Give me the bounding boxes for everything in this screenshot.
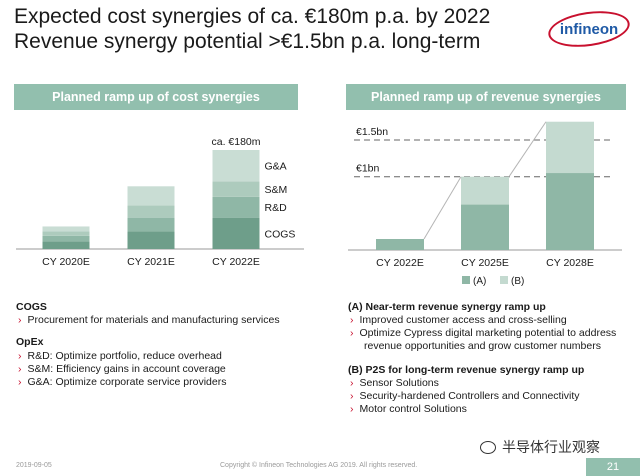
legend-label: (B) bbox=[511, 276, 524, 287]
long-term-title: (B) P2S for long-term revenue synergy ra… bbox=[348, 364, 585, 376]
bullet-arrow-icon: › bbox=[18, 363, 22, 375]
x-tick-label: CY 2022E bbox=[212, 256, 260, 268]
bullet-arrow-icon: › bbox=[18, 350, 22, 362]
bar-segment bbox=[127, 231, 175, 249]
legend-swatch bbox=[500, 276, 508, 284]
segment-label: S&M bbox=[265, 184, 288, 196]
trend-line bbox=[423, 176, 462, 240]
bar-segment bbox=[42, 241, 90, 249]
footer-date: 2019-09-05 bbox=[16, 462, 52, 469]
revenue-synergies-header: Planned ramp up of revenue synergies bbox=[346, 84, 626, 110]
x-tick-label: CY 2028E bbox=[546, 257, 594, 269]
cost-synergies-header: Planned ramp up of cost synergies bbox=[14, 84, 298, 110]
watermark-text: 半导体行业观察 bbox=[502, 439, 600, 455]
bar-segment bbox=[546, 173, 594, 250]
legend-label: (A) bbox=[473, 276, 486, 287]
page-number: 21 bbox=[586, 458, 640, 476]
infineon-logo: infineon bbox=[546, 6, 632, 52]
bar-segment bbox=[127, 205, 175, 218]
slide-title: Expected cost synergies of ca. €180m p.a… bbox=[14, 4, 490, 54]
bar-segment bbox=[127, 217, 175, 232]
bullet-arrow-icon: › bbox=[350, 327, 354, 339]
bar-segment bbox=[212, 196, 260, 218]
bar-segment bbox=[461, 204, 509, 250]
bar-segment bbox=[461, 176, 509, 205]
bar-segment bbox=[212, 181, 260, 197]
long-term-bullet: › Sensor Solutions bbox=[350, 377, 439, 389]
legend-swatch bbox=[462, 276, 470, 284]
wechat-icon bbox=[480, 440, 496, 454]
segment-label: G&A bbox=[265, 161, 287, 173]
watermark: 半导体行业观察 bbox=[480, 437, 600, 457]
x-tick-label: CY 2020E bbox=[42, 256, 90, 268]
x-tick-label: CY 2021E bbox=[127, 256, 175, 268]
title-line-1: Expected cost synergies of ca. €180m p.a… bbox=[14, 5, 491, 28]
revenue-synergies-chart: €1.5bn €1bn CY 2022E CY 2025E CY 2028E (A) (B) bbox=[348, 121, 622, 287]
segment-label: COGS bbox=[265, 228, 296, 240]
bar-segment bbox=[127, 186, 175, 206]
trend-line bbox=[508, 121, 547, 177]
x-tick-label: CY 2025E bbox=[461, 257, 509, 269]
title-line-2: Revenue synergy potential >€1.5bn p.a. l… bbox=[14, 30, 481, 53]
bullet-arrow-icon: › bbox=[350, 403, 354, 415]
bullet-arrow-icon: › bbox=[18, 376, 22, 388]
bar-segment bbox=[42, 231, 90, 236]
bar-segment bbox=[546, 121, 594, 174]
bullet-arrow-icon: › bbox=[350, 377, 354, 389]
reference-label: €1bn bbox=[356, 163, 380, 175]
near-term-title: (A) Near-term revenue synergy ramp up bbox=[348, 301, 546, 313]
bar-segment bbox=[212, 217, 260, 249]
cogs-bullet: › Procurement for materials and manufactu… bbox=[18, 314, 280, 326]
total-annotation: ca. €180m bbox=[211, 136, 260, 148]
cost-synergies-chart: CY 2020E CY 2021E CY 2022E ca. €180m COGS R&D… bbox=[16, 136, 304, 268]
bar-segment bbox=[212, 150, 260, 182]
reference-label: €1.5bn bbox=[356, 126, 388, 138]
segment-label: R&D bbox=[265, 202, 288, 214]
bullet-arrow-icon: › bbox=[350, 314, 354, 326]
logo-text: infineon bbox=[559, 20, 619, 38]
x-tick-label: CY 2022E bbox=[376, 257, 424, 269]
long-term-bullet: › Motor control Solutions bbox=[350, 403, 467, 415]
bar-segment bbox=[42, 226, 90, 232]
opex-title: OpEx bbox=[16, 336, 44, 348]
long-term-bullet: › Security-hardened Controllers and Conne… bbox=[350, 390, 580, 402]
near-term-bullet: › Improved customer access and cross-sell… bbox=[350, 314, 567, 326]
bullet-arrow-icon: › bbox=[350, 390, 354, 402]
opex-bullet: › S&M: Efficiency gains in account covera… bbox=[18, 363, 226, 375]
footer-copyright: Copyright © Infineon Technologies AG 201… bbox=[220, 462, 418, 469]
opex-bullet: › R&D: Optimize portfolio, reduce overhea… bbox=[18, 350, 222, 362]
near-term-bullet: › Optimize Cypress digital marketing pote… bbox=[350, 327, 617, 352]
bullet-arrow-icon: › bbox=[18, 314, 22, 326]
bar-segment bbox=[42, 235, 90, 242]
opex-bullet: › G&A: Optimize corporate service provide… bbox=[18, 376, 227, 388]
bar-segment bbox=[376, 239, 424, 250]
cogs-title: COGS bbox=[16, 301, 47, 313]
